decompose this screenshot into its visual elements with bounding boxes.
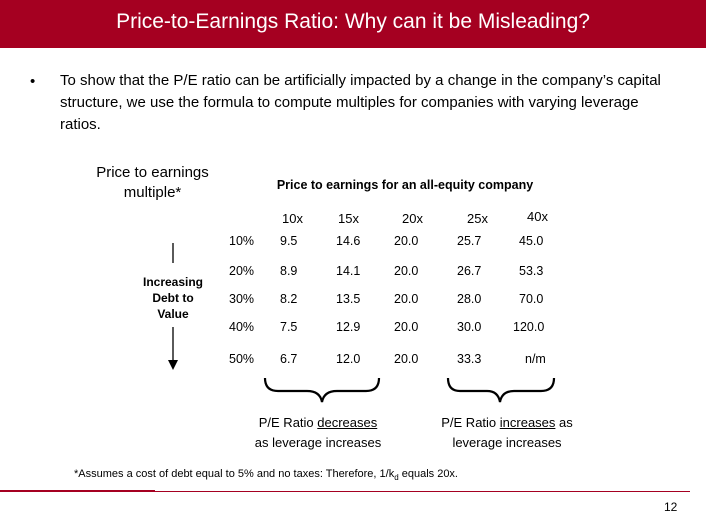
intro-paragraph: To show that the P/E ratio can be artifi… <box>60 72 661 133</box>
increase-note: P/E Ratio increases as leverage increase… <box>417 413 597 453</box>
table-cell: 120.0 <box>513 320 545 334</box>
table-cell: 20.0 <box>394 320 419 334</box>
note-text: as leverage increases <box>452 415 573 450</box>
table-cell: 25.7 <box>457 234 482 248</box>
row-debt-pct: 10% <box>229 234 255 248</box>
table-cell: 13.5 <box>336 292 361 306</box>
table-cell: 20.0 <box>394 352 419 366</box>
col-header: 10x <box>282 211 303 226</box>
table-cell: 6.7 <box>280 352 298 366</box>
note-emphasis: increases <box>499 415 556 430</box>
row-debt-pct: 20% <box>229 264 255 278</box>
col-header: 25x <box>467 211 488 226</box>
table-cell: 8.2 <box>280 292 298 306</box>
pe-multiple-label: Price to earnings multiple* <box>96 164 209 201</box>
table-cell: 70.0 <box>519 292 544 306</box>
footnote-text: equals 20x. <box>398 468 458 480</box>
table-cell: 20.0 <box>394 292 419 306</box>
left-brace-icon <box>263 377 381 403</box>
table-cell: 12.9 <box>336 320 361 334</box>
table-cell: 20.0 <box>394 264 419 278</box>
table-cell: 12.0 <box>336 352 361 366</box>
footnote: *Assumes a cost of debt equal to 5% and … <box>74 468 458 482</box>
col-header: 40x <box>527 209 548 224</box>
footnote-text: *Assumes a cost of debt equal to 5% and … <box>74 468 395 480</box>
footnote-subscript: d <box>394 473 399 483</box>
table-cell: 8.9 <box>280 264 298 278</box>
table-cell: 26.7 <box>457 264 482 278</box>
right-brace-icon <box>446 377 556 403</box>
title-bar <box>0 0 706 48</box>
table-cell: 45.0 <box>519 234 544 248</box>
all-equity-label: Price to earnings for an all-equity comp… <box>276 178 534 192</box>
bullet-marker: • <box>30 73 36 90</box>
col-header: 15x <box>338 211 359 226</box>
table-cell: n/m <box>525 352 546 366</box>
decrease-note: P/E Ratio decreases as leverage increases <box>238 413 398 453</box>
row-debt-pct: 50% <box>229 352 255 366</box>
slide-title: Price-to-Earnings Ratio: Why can it be M… <box>116 10 590 33</box>
table-cell: 53.3 <box>519 264 544 278</box>
table-cell: 28.0 <box>457 292 482 306</box>
row-debt-pct: 30% <box>229 292 255 306</box>
increasing-debt-label: Increasing Debt to Value <box>142 275 204 321</box>
note-text: as leverage increases <box>254 435 382 450</box>
footer-divider-accent <box>0 490 155 492</box>
page-number: 12 <box>664 500 678 514</box>
table-cell: 33.3 <box>457 352 482 366</box>
note-emphasis: decreases <box>317 415 378 430</box>
note-text: P/E Ratio <box>441 415 500 430</box>
table-cell: 20.0 <box>394 234 419 248</box>
table-cell: 30.0 <box>457 320 482 334</box>
table-cell: 7.5 <box>280 320 298 334</box>
note-text: P/E Ratio <box>258 415 318 430</box>
col-header: 20x <box>402 211 423 226</box>
footer-divider <box>0 491 690 492</box>
table-cell: 9.5 <box>280 234 298 248</box>
down-arrow-icon <box>168 243 178 370</box>
table-cell: 14.6 <box>336 234 361 248</box>
table-cell: 14.1 <box>336 264 361 278</box>
row-debt-pct: 40% <box>229 320 255 334</box>
